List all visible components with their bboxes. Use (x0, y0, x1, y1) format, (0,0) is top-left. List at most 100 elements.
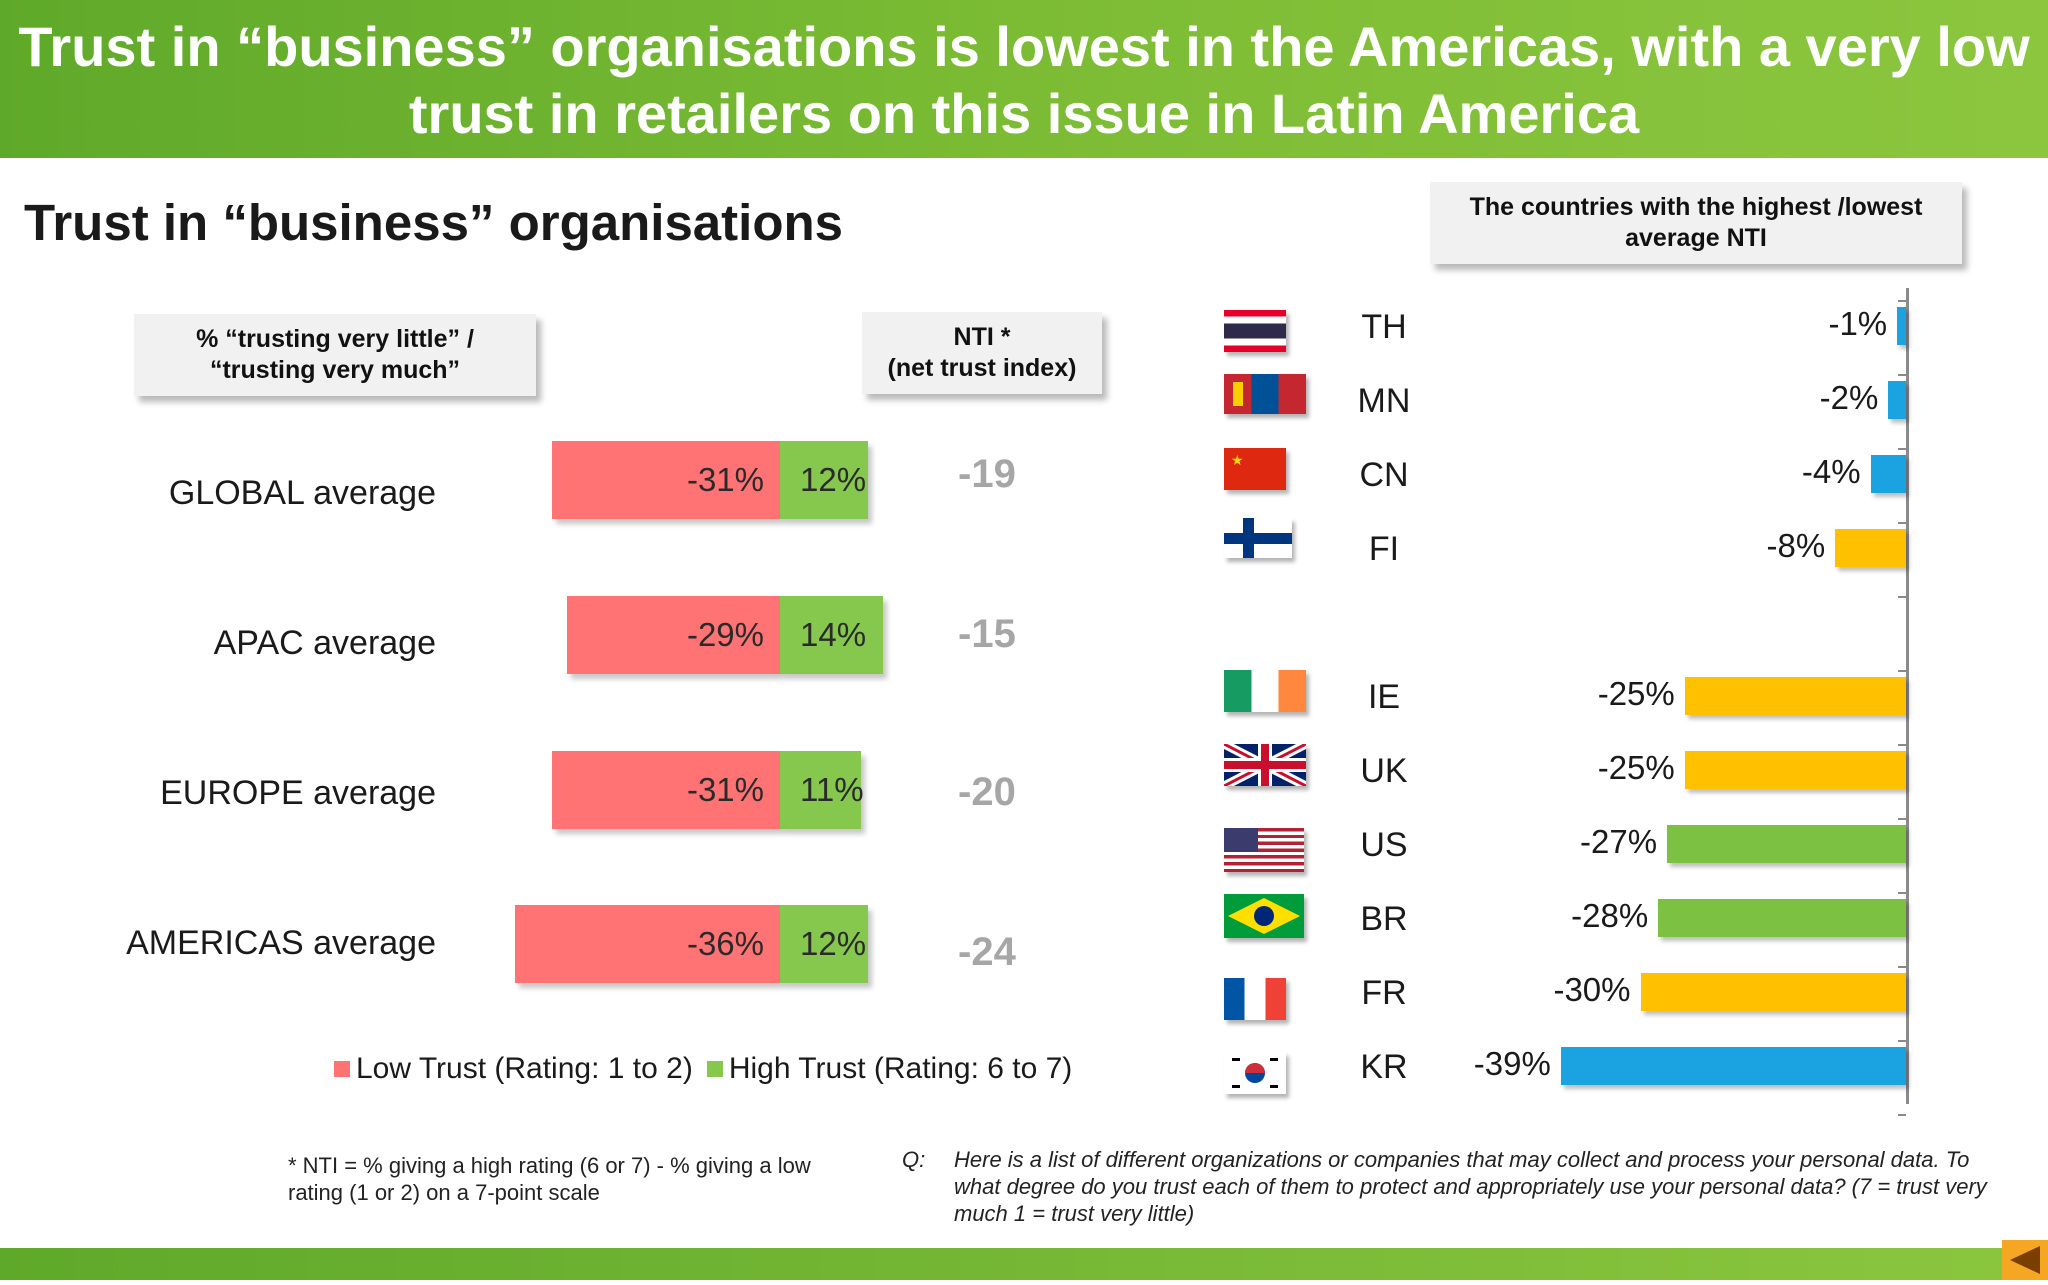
country-value: -28% (1571, 897, 1649, 934)
country-value: -39% (1473, 1045, 1551, 1082)
question-label: Q: (902, 1147, 926, 1172)
category-label: GLOBAL average (168, 474, 436, 512)
country-bar (1888, 381, 1906, 419)
flag-kr-icon (1224, 1052, 1286, 1094)
legend-label-low: Low Trust (Rating: 1 to 2) (356, 1052, 693, 1085)
country-value: -4% (1801, 453, 1861, 490)
flag-cn-icon: ★ (1224, 448, 1286, 490)
country-value: -27% (1580, 823, 1658, 860)
flag-ie-icon (1224, 670, 1306, 712)
axis-tick (1898, 1114, 1906, 1116)
left-caption-line2: “trusting very much” (209, 356, 461, 384)
bar-low-trust (552, 751, 780, 829)
nti-caption-line1: NTI * (953, 323, 1011, 351)
axis-tick (1898, 448, 1906, 450)
country-value: -1% (1828, 305, 1888, 342)
bar-high-label: 14% (800, 616, 867, 653)
country-code: IE (1367, 678, 1401, 716)
flag-fr-icon (1224, 978, 1286, 1020)
bar-high-label: 12% (800, 461, 867, 498)
country-code: BR (1360, 900, 1408, 938)
axis-tick (1898, 596, 1906, 598)
bar-low-trust (552, 441, 780, 519)
bar-low-trust (566, 596, 780, 674)
country-bar (1667, 825, 1906, 863)
slide-title-line2: trust in retailers on this issue in Lati… (408, 82, 1640, 145)
nti-footnote: * NTI = % giving a high rating (6 or 7) … (288, 1153, 811, 1205)
country-code: TH (1361, 308, 1407, 346)
axis-tick (1898, 522, 1906, 524)
prev-slide-arrow-icon[interactable] (2002, 1240, 2048, 1280)
country-code: US (1360, 826, 1408, 864)
axis-tick (1898, 670, 1906, 672)
right-chart-caption: The countries with the highest /lowest a… (1430, 182, 1962, 264)
country-code: UK (1360, 752, 1408, 790)
bar-high-label: 11% (800, 771, 864, 808)
bar-low-label: -31% (686, 461, 764, 498)
section-subtitle: Trust in “business” organisations (24, 194, 843, 251)
question-text: Here is a list of different organization… (954, 1147, 1987, 1226)
bar-high-trust (780, 441, 869, 519)
flag-mn-icon (1224, 374, 1306, 414)
flag-fi-icon (1224, 518, 1292, 558)
slide-title: Trust in “business” organisations is low… (0, 0, 2048, 158)
right-caption-line2: average NTI (1625, 224, 1767, 252)
country-bar (1640, 973, 1906, 1011)
nti-caption: NTI * (net trust index) (862, 312, 1102, 394)
flag-uk-icon (1224, 744, 1306, 786)
bar-low-trust (515, 905, 780, 983)
footer-bar (0, 1248, 2048, 1280)
category-label: APAC average (213, 624, 436, 662)
axis-tick (1898, 744, 1906, 746)
flag-th-icon (1224, 310, 1286, 352)
country-bar (1835, 529, 1906, 567)
legend-item-low: Low Trust (Rating: 1 to 2) (334, 1052, 693, 1086)
nti-value: -19 (958, 452, 1016, 496)
category-label: AMERICAS average (126, 924, 436, 962)
nti-value: -24 (958, 930, 1016, 974)
country-code: MN (1357, 382, 1411, 420)
legend-swatch-low (334, 1061, 350, 1077)
bar-high-trust (780, 596, 883, 674)
slide-title-line1: Trust in “business” organisations is low… (18, 15, 2030, 78)
nti-value: -20 (958, 770, 1016, 814)
country-bar (1684, 751, 1906, 789)
axis-tick (1898, 818, 1906, 820)
legend-item-high: High Trust (Rating: 6 to 7) (706, 1052, 1073, 1086)
country-bar (1897, 307, 1906, 345)
country-value: -8% (1766, 527, 1826, 564)
country-code: CN (1359, 456, 1409, 494)
legend-swatch-high (706, 1061, 723, 1077)
left-caption-line1: % “trusting very little” / (196, 325, 474, 353)
flag-br-icon (1224, 894, 1304, 938)
country-code: FR (1361, 974, 1407, 1012)
axis-tick (1898, 892, 1906, 894)
country-value: -25% (1597, 675, 1675, 712)
country-code: KR (1360, 1048, 1408, 1086)
axis-tick (1898, 966, 1906, 968)
category-label: EUROPE average (160, 774, 436, 812)
country-bar (1560, 1047, 1906, 1085)
country-bar (1684, 677, 1906, 715)
left-chart-caption: % “trusting very little” / “trusting ver… (134, 314, 536, 396)
nti-caption-line2: (net trust index) (887, 354, 1077, 382)
country-value: -30% (1553, 971, 1631, 1008)
bar-high-trust (780, 905, 869, 983)
country-bar (1870, 455, 1906, 493)
bar-low-label: -36% (686, 925, 764, 962)
chart-legend: Low Trust (Rating: 1 to 2) High Trust (R… (334, 1052, 1086, 1086)
axis-tick (1898, 300, 1906, 302)
legend-label-high: High Trust (Rating: 6 to 7) (728, 1052, 1073, 1085)
bar-high-label: 12% (800, 925, 867, 962)
country-value: -25% (1597, 749, 1675, 786)
country-bar (1658, 899, 1906, 937)
bar-low-label: -29% (686, 616, 764, 653)
nti-value: -15 (958, 612, 1016, 656)
right-caption-line1: The countries with the highest /lowest (1469, 193, 1923, 221)
country-chart-axis (1906, 288, 1909, 1104)
flag-us-icon (1224, 828, 1304, 872)
bar-low-label: -31% (686, 771, 764, 808)
country-value: -2% (1819, 379, 1879, 416)
axis-tick (1898, 374, 1906, 376)
country-code: FI (1368, 530, 1400, 568)
